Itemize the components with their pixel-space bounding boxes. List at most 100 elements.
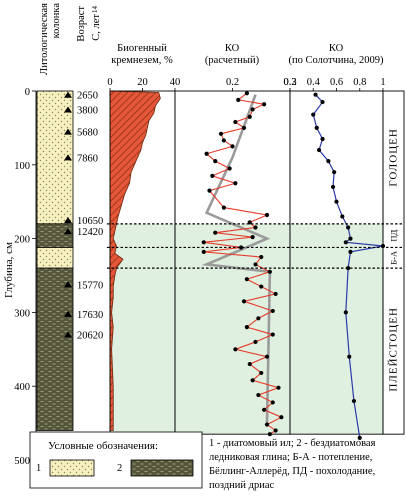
depth-axis: 0 100 200 300 400 500 Глубина, см [3, 87, 37, 467]
age-label: 17630 [77, 310, 103, 321]
age-label: 15770 [77, 280, 103, 291]
age-label: 7860 [77, 153, 98, 164]
ko-solotchina-point [316, 147, 322, 153]
ko-calc-point [239, 245, 244, 250]
depth-tick-label: 500 [14, 456, 30, 467]
ko-calc-point [230, 144, 235, 149]
ko-calc-point [270, 400, 275, 405]
ko-calc-point [250, 235, 255, 240]
age-sample-marker [64, 217, 72, 224]
ko-calc-point [276, 385, 281, 390]
ko-calc-point [264, 212, 270, 218]
ko-solotchina-tick-label: 1 [380, 77, 385, 88]
age-sample-marker [64, 128, 72, 135]
ko-solotchina-point [357, 435, 362, 440]
ko-calc-point [250, 378, 255, 383]
ko-calc-point [244, 325, 249, 330]
ko-calc-header-line1: КО [225, 43, 240, 54]
depth-tick-label: 0 [25, 87, 30, 98]
ko-calc-point [259, 370, 264, 376]
ko-calc-point [210, 173, 215, 178]
ko-calc-point [201, 240, 206, 245]
ko-solotchina-header-line2: (по Солотчина, 2009) [289, 55, 384, 66]
ko-solotchina-point [343, 240, 348, 245]
age-sample-marker [64, 106, 72, 113]
ko-solotchina-point [347, 354, 352, 359]
depth-tick-label: 200 [14, 235, 30, 246]
legend-caption-line: 1 - диатомовый ил; 2 - бездиатомовая [209, 438, 376, 449]
ko-calc-point [253, 262, 258, 267]
depth-tick-label: 300 [14, 308, 30, 319]
ko-solotchina-point [332, 170, 337, 175]
ko-calc-point [213, 159, 218, 164]
period-label: ГОЛОЦЕН [388, 128, 400, 187]
lithology-unit-2 [36, 223, 74, 248]
panel-headers: Литологическая колонка Возраст 14C, лет Биог… [39, 3, 384, 75]
ko-solotchina-tick-label: 0.2 [283, 77, 296, 88]
period-labels: ГОЛОЦЕН ПД Б-А ПЛЕЙСТОЦЕН [382, 90, 405, 435]
legend-caption-line: поздний дриас [209, 480, 275, 491]
ko-calc-tick-label: 0.2 [226, 77, 239, 88]
ko-calc-point [241, 299, 247, 304]
ko-calc-point [233, 119, 238, 125]
legend-swatch-glacial-clay [130, 459, 194, 477]
lithology-header-line2: колонка [51, 3, 62, 39]
age-sample-marker [64, 310, 72, 317]
ko-calc-point [267, 269, 272, 274]
lithology-unit-4 [36, 267, 74, 431]
lithology-header-line1: Литологическая [39, 3, 50, 75]
ko-calc-point [259, 284, 264, 289]
ko-solotchina-tick-label: 0.8 [353, 77, 366, 88]
ko-calc-point [213, 230, 218, 235]
ko-solotchina-point [320, 99, 325, 105]
period-boundaries [107, 223, 404, 269]
ko-solotchina-point [343, 310, 348, 315]
lithology-column [36, 90, 74, 431]
age-sample-marker [64, 91, 72, 98]
ko-solotchina-point [346, 225, 351, 230]
legend-title: Условные обозначения: [48, 440, 158, 452]
age-label: 2650 [77, 91, 98, 102]
ko-calc-point [247, 361, 252, 367]
legend-item-label: 1 [36, 463, 41, 474]
ko-solotchina-point [334, 199, 339, 204]
ko-calc-point [279, 415, 284, 420]
ko-calc-point [236, 97, 241, 102]
ko-calc-point [270, 308, 275, 314]
age-header-line1: Возраст [76, 6, 87, 42]
ko-solotchina-point [311, 112, 316, 117]
ko-calc-point [250, 107, 255, 112]
ko-solotchina-point [313, 92, 318, 97]
ko-solotchina-point [330, 184, 336, 190]
age-header-superscript: 14 [91, 6, 99, 14]
age-sample-marker [64, 154, 72, 161]
ko-calc-point [244, 91, 249, 96]
ko-calc-point [221, 205, 226, 210]
period-column-frame [382, 90, 405, 435]
age-label: 5680 [77, 128, 98, 139]
legend-item-label: 2 [117, 463, 122, 474]
silica-tick-label: 40 [170, 77, 181, 88]
ko-solotchina-tick-label: 0.4 [307, 77, 321, 88]
ko-calc-point [221, 138, 226, 143]
depth-axis-title: Глубина, см [3, 242, 15, 298]
ko-calc-point [253, 225, 258, 230]
ko-calc-point [218, 131, 224, 136]
ko-calc-point [267, 432, 272, 437]
age-sample-marker [64, 331, 72, 338]
ko-calc-point [270, 332, 275, 337]
ko-calc-point [264, 422, 270, 427]
silica-header-line1: Биогенный [117, 43, 167, 54]
ko-calc-point [262, 407, 267, 412]
lithology-unit-3 [36, 247, 74, 269]
legend: Условные обозначения: 1 2 1 - диатомовый ил… [29, 431, 376, 491]
depth-tick-label: 100 [14, 161, 30, 172]
ko-calc-point [256, 392, 261, 398]
ko-solotchina-point [346, 266, 351, 271]
age-sample-marker [64, 281, 72, 288]
ko-solotchina-point [340, 214, 345, 219]
ko-calc-point [259, 254, 264, 260]
ko-solotchina-point [314, 125, 319, 130]
